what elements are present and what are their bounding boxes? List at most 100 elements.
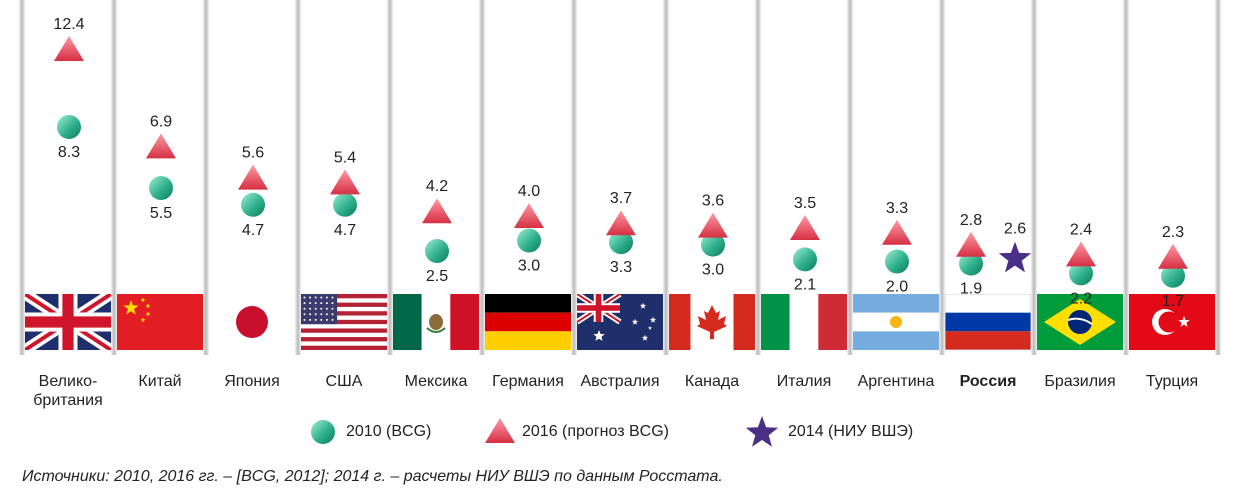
value-label-2010: 1.7 (1162, 293, 1184, 310)
legend-label-2014: 2014 (НИУ ВШЭ) (788, 423, 914, 440)
marker-2010 (149, 176, 173, 200)
marker-2010 (57, 115, 81, 139)
category-label: Мексика (404, 373, 468, 390)
russia-flag-icon (945, 294, 1031, 350)
marker-2010 (609, 230, 633, 255)
source-note: Источники: 2010, 2016 гг. – [BCG, 2012];… (22, 468, 723, 485)
category-label: Австралия (580, 373, 660, 390)
brazil-flag-icon (1037, 294, 1123, 350)
value-label-2010: 5.5 (150, 205, 172, 222)
value-label-2010: 2.2 (1070, 290, 1092, 307)
category-label: Бразилия (1044, 373, 1116, 390)
legend-marker-2014 (745, 416, 779, 447)
value-label-2016: 2.8 (960, 212, 982, 229)
category-label: США (325, 373, 363, 390)
italy-flag-icon (761, 294, 847, 350)
australia-flag-icon (577, 294, 663, 350)
marker-2016 (330, 169, 360, 195)
value-label-2010: 3.0 (518, 258, 540, 275)
value-label-2016: 6.9 (150, 113, 172, 130)
value-label-2016: 5.4 (334, 149, 356, 166)
column-divider (847, 0, 853, 355)
marker-2016 (956, 231, 986, 257)
value-label-2010: 3.0 (702, 262, 724, 279)
marker-2016 (146, 133, 176, 159)
value-label-2010: 2.5 (426, 268, 448, 285)
legend-marker-2016 (485, 418, 515, 443)
marker-2016 (698, 212, 728, 238)
marker-2016 (54, 36, 84, 61)
category-label: Китай (138, 373, 182, 390)
category-label: Германия (492, 373, 564, 390)
value-label-2010: 8.3 (58, 144, 80, 161)
column-divider (479, 0, 485, 355)
marker-2016 (514, 203, 544, 228)
marker-2016 (790, 215, 820, 240)
value-label-2016: 5.6 (242, 145, 264, 162)
value-label-2010: 2.1 (794, 276, 816, 293)
value-label-2016: 3.7 (610, 190, 632, 207)
marker-2010 (1069, 261, 1093, 286)
column-divider (1215, 0, 1221, 355)
value-label-2010: 2.0 (886, 279, 908, 296)
column-divider (571, 0, 577, 355)
marker-2016 (882, 219, 912, 245)
marker-2016 (1066, 241, 1096, 267)
column-divider (1031, 0, 1037, 355)
marker-2010 (333, 192, 357, 217)
usa-flag-icon (301, 294, 387, 350)
marker-2016 (606, 210, 636, 236)
column-divider (203, 0, 209, 355)
column-divider (111, 0, 117, 355)
marker-2016 (238, 164, 268, 190)
marker-2010 (1161, 263, 1185, 288)
category-label: Япония (224, 373, 280, 390)
marker-2010 (241, 192, 265, 217)
canada-flag-icon (669, 294, 755, 350)
legend-label-2016: 2016 (прогноз BCG) (522, 423, 669, 440)
marker-2016 (1158, 243, 1188, 269)
value-label-2016: 3.3 (886, 200, 908, 217)
column-divider (387, 0, 393, 355)
column-divider (1123, 0, 1129, 355)
value-label-2016: 12.4 (53, 16, 84, 33)
value-label-2016: 2.3 (1162, 224, 1184, 241)
value-label-2010: 1.9 (960, 281, 982, 298)
value-label-2014: 2.6 (1004, 221, 1026, 238)
value-label-2016: 3.6 (702, 193, 724, 210)
value-label-2016: 4.2 (426, 178, 448, 195)
marker-2016 (422, 198, 452, 224)
value-label-2010: 4.7 (334, 222, 356, 239)
category-label: Велико- британия (33, 373, 103, 409)
marker-2010 (959, 251, 983, 276)
mexico-flag-icon (393, 294, 479, 350)
category-label: Италия (776, 373, 832, 390)
legend-label-2010: 2010 (BCG) (346, 423, 432, 440)
value-label-2016: 3.5 (794, 195, 816, 212)
marker-2014 (998, 241, 1032, 273)
column-divider (755, 0, 761, 355)
value-label-2016: 4.0 (518, 183, 540, 200)
category-label: Россия (959, 373, 1017, 390)
argentina-flag-icon (853, 294, 939, 350)
china-flag-icon (117, 294, 203, 350)
category-label: Турция (1145, 373, 1199, 390)
marker-2010 (885, 249, 909, 274)
marker-2010 (517, 228, 541, 253)
column-divider (295, 0, 301, 355)
column-divider (939, 0, 945, 355)
legend-marker-2010 (311, 420, 335, 444)
uk-flag-icon (25, 294, 111, 350)
column-divider (19, 0, 25, 355)
value-label-2010: 3.3 (610, 259, 632, 276)
value-label-2010: 4.7 (242, 222, 264, 239)
marker-2010 (425, 239, 449, 263)
turkey-flag-icon (1129, 294, 1215, 350)
category-label: Канада (684, 373, 740, 390)
value-label-2016: 2.4 (1070, 221, 1092, 238)
column-divider (663, 0, 669, 355)
germany-flag-icon (485, 294, 571, 350)
marker-2010 (793, 247, 817, 272)
japan-flag-icon (209, 294, 295, 350)
